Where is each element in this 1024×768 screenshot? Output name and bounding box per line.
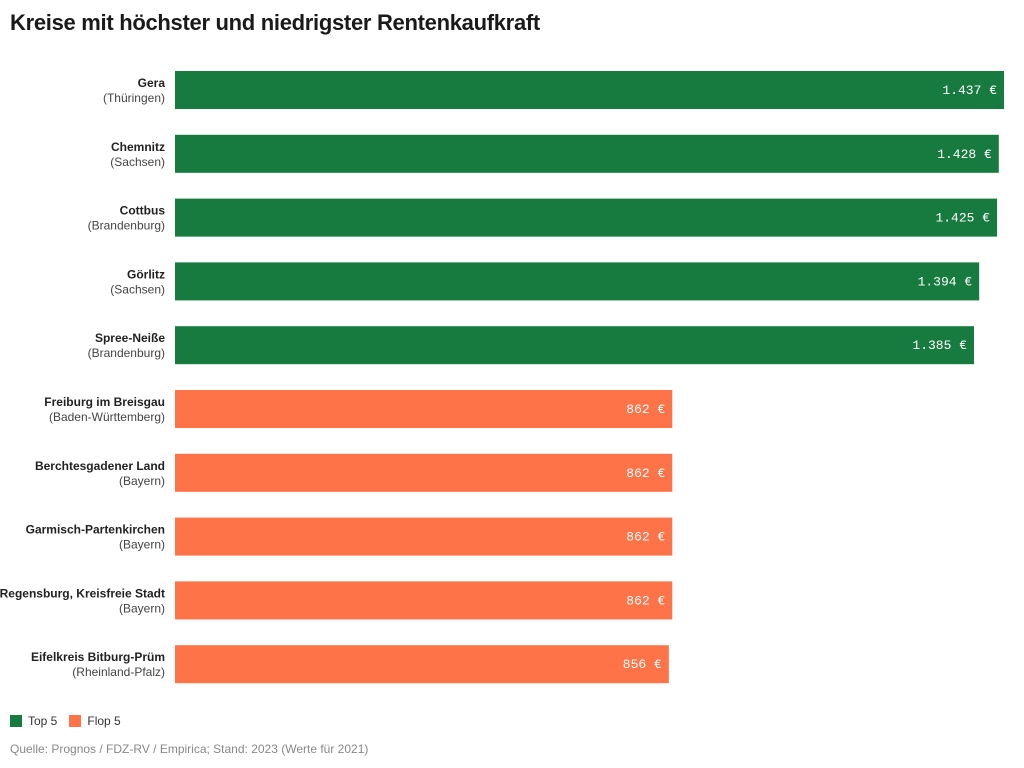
data-label: 856 € (623, 657, 662, 672)
data-label: 1.425 € (935, 211, 990, 226)
legend-swatch-top5 (10, 715, 22, 727)
category-label: Cottbus (120, 204, 166, 218)
data-label: 862 € (626, 402, 665, 417)
bar (175, 262, 980, 301)
category-sublabel: (Brandenburg) (88, 346, 165, 360)
legend-swatch-flop5 (69, 715, 82, 727)
category-sublabel: (Bayern) (119, 538, 165, 552)
category-sublabel: (Thüringen) (103, 91, 165, 105)
category-label: Gera (138, 76, 166, 90)
category-label: Regensburg, Kreisfreie Stadt (0, 586, 165, 600)
category-sublabel: (Bayern) (119, 601, 165, 615)
bar (175, 198, 998, 237)
chart-title: Kreise mit höchster und niedrigster Rent… (10, 10, 540, 35)
source-note: Quelle: Prognos / FDZ-RV / Empirica; Sta… (10, 742, 369, 756)
category-sublabel: (Bayern) (119, 474, 165, 488)
bar (175, 581, 673, 620)
category-sublabel: (Sachsen) (110, 155, 165, 169)
category-sublabel: (Sachsen) (110, 282, 165, 296)
data-label: 1.394 € (918, 274, 973, 289)
data-label: 862 € (626, 530, 665, 545)
legend-item-top5: Top 5 (10, 714, 57, 728)
category-label: Berchtesgadener Land (35, 459, 165, 473)
bar (175, 453, 673, 492)
data-label: 862 € (626, 593, 665, 608)
legend-label-top5: Top 5 (28, 714, 58, 728)
data-label: 862 € (626, 466, 665, 481)
bar (175, 71, 1004, 109)
legend-item-flop5: Flop 5 (69, 714, 121, 728)
category-label: Freiburg im Breisgau (44, 395, 165, 409)
category-sublabel: (Rheinland-Pfalz) (72, 665, 165, 679)
data-label: 1.437 € (942, 83, 997, 98)
category-sublabel: (Baden-Württemberg) (49, 410, 165, 424)
bar-chart: Gera(Thüringen) 1.437 €Chemnitz(Sachsen) 1… (0, 71, 1004, 684)
bar (175, 134, 999, 173)
category-label: Görlitz (127, 267, 165, 281)
data-label: 1.385 € (912, 338, 967, 353)
data-label: 1.428 € (937, 147, 992, 162)
bar (175, 390, 673, 428)
bar (175, 645, 669, 684)
category-sublabel: (Brandenburg) (88, 219, 165, 233)
category-label: Spree-Neiße (95, 331, 165, 345)
category-label: Garmisch-Partenkirchen (26, 523, 165, 537)
category-label: Chemnitz (111, 140, 165, 154)
category-label: Eifelkreis Bitburg-Prüm (31, 650, 165, 664)
bar (175, 517, 673, 556)
legend-label-flop5: Flop 5 (87, 714, 121, 728)
legend: Top 5 Flop 5 (10, 714, 133, 728)
bar (175, 326, 975, 365)
